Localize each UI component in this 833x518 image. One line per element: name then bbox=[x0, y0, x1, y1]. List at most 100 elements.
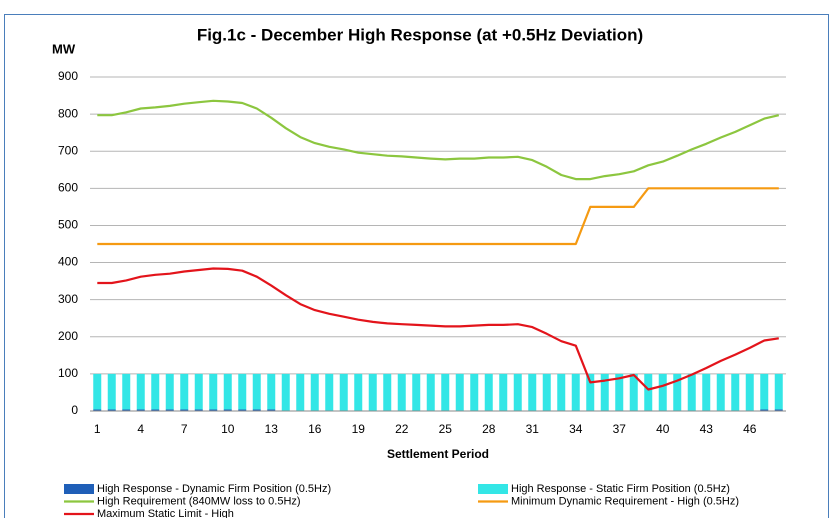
legend-label: Maximum Static Limit - High bbox=[97, 508, 234, 518]
legend-label: High Response - Static Firm Position (0.… bbox=[511, 483, 730, 495]
bar bbox=[774, 409, 783, 411]
line bbox=[97, 99, 780, 181]
bar bbox=[180, 373, 189, 410]
legend-swatch bbox=[64, 484, 94, 494]
bar bbox=[455, 373, 464, 411]
bar bbox=[673, 373, 682, 411]
bar bbox=[586, 373, 595, 411]
x-tick-label: 28 bbox=[482, 422, 496, 436]
y-tick-label: 500 bbox=[58, 218, 78, 232]
y-tick-label: 800 bbox=[58, 106, 78, 120]
bar bbox=[499, 373, 508, 411]
x-tick-label: 1 bbox=[94, 422, 101, 436]
x-tick-label: 19 bbox=[352, 422, 366, 436]
chart-frame bbox=[4, 14, 829, 518]
x-tick-label: 43 bbox=[700, 422, 714, 436]
bar bbox=[165, 373, 174, 410]
bar bbox=[194, 373, 203, 410]
bar bbox=[252, 373, 261, 410]
line bbox=[97, 267, 779, 391]
line bbox=[97, 187, 779, 246]
x-tick-label: 7 bbox=[181, 422, 188, 436]
bar bbox=[716, 373, 725, 411]
bar bbox=[615, 373, 624, 411]
bar bbox=[731, 373, 740, 411]
bar bbox=[107, 409, 116, 411]
bar bbox=[774, 373, 783, 410]
x-tick-label: 22 bbox=[395, 422, 409, 436]
chart-title: Fig.1c - December High Response (at +0.5… bbox=[197, 25, 643, 44]
bar bbox=[571, 373, 580, 411]
legend-label: Minimum Dynamic Requirement - High (0.5H… bbox=[511, 495, 739, 507]
bar bbox=[528, 373, 537, 411]
bar bbox=[136, 373, 145, 410]
y-tick-label: 100 bbox=[58, 366, 78, 380]
legend-swatch bbox=[478, 484, 508, 494]
y-tick-label: 900 bbox=[58, 69, 78, 83]
bar bbox=[513, 373, 522, 411]
bar bbox=[281, 373, 290, 411]
bar bbox=[484, 373, 493, 411]
x-tick-label: 40 bbox=[656, 422, 670, 436]
bar bbox=[122, 409, 131, 411]
y-tick-label: 200 bbox=[58, 329, 78, 343]
bar bbox=[238, 373, 247, 410]
legend-label: High Requirement (840MW loss to 0.5Hz) bbox=[97, 495, 301, 507]
y-axis-label: MW bbox=[52, 41, 76, 56]
bar bbox=[760, 409, 769, 411]
bar bbox=[600, 373, 609, 411]
legend-label: High Response - Dynamic Firm Position (0… bbox=[97, 483, 331, 495]
x-tick-label: 46 bbox=[743, 422, 757, 436]
bar bbox=[151, 373, 160, 410]
bar bbox=[687, 373, 696, 411]
x-axis-label: Settlement Period bbox=[387, 447, 489, 461]
bar bbox=[136, 409, 145, 411]
bar bbox=[354, 373, 363, 411]
bar bbox=[325, 373, 334, 411]
bar bbox=[470, 373, 479, 411]
bar bbox=[397, 373, 406, 411]
bar bbox=[658, 373, 667, 411]
bar bbox=[557, 373, 566, 411]
bar bbox=[296, 373, 305, 411]
bar bbox=[310, 373, 319, 411]
bar bbox=[383, 373, 392, 411]
bar bbox=[107, 373, 116, 410]
bar bbox=[180, 409, 189, 411]
bar bbox=[223, 373, 232, 410]
y-tick-label: 0 bbox=[71, 403, 78, 417]
bar bbox=[223, 409, 232, 411]
bar bbox=[426, 373, 435, 411]
bar bbox=[151, 409, 160, 411]
bar bbox=[542, 373, 551, 411]
bar bbox=[368, 373, 377, 411]
y-tick-label: 600 bbox=[58, 181, 78, 195]
x-tick-label: 13 bbox=[265, 422, 279, 436]
bar bbox=[209, 409, 218, 411]
bar bbox=[238, 409, 247, 411]
x-tick-label: 34 bbox=[569, 422, 583, 436]
bar bbox=[745, 373, 754, 411]
y-tick-label: 300 bbox=[58, 292, 78, 306]
bar bbox=[760, 373, 769, 410]
bar bbox=[629, 373, 638, 411]
y-tick-label: 700 bbox=[58, 143, 78, 157]
bar bbox=[93, 373, 102, 410]
bar bbox=[267, 373, 276, 410]
bar bbox=[267, 409, 276, 411]
x-tick-label: 37 bbox=[613, 422, 627, 436]
bar bbox=[339, 373, 348, 411]
x-tick-label: 10 bbox=[221, 422, 235, 436]
bar bbox=[644, 373, 653, 411]
bar bbox=[209, 373, 218, 410]
bar bbox=[194, 409, 203, 411]
bar bbox=[252, 409, 261, 411]
x-tick-label: 25 bbox=[439, 422, 453, 436]
bar bbox=[122, 373, 131, 410]
bar bbox=[702, 373, 711, 411]
x-tick-label: 16 bbox=[308, 422, 322, 436]
bar bbox=[165, 409, 174, 411]
x-tick-label: 31 bbox=[526, 422, 540, 436]
y-tick-label: 400 bbox=[58, 255, 78, 269]
